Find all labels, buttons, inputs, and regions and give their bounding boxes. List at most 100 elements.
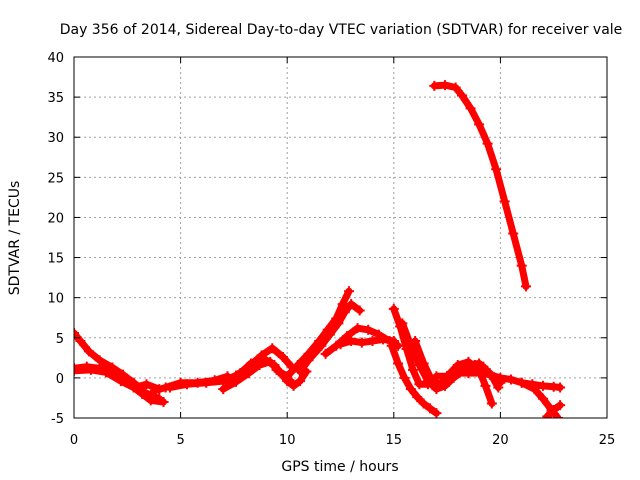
data-point-marker — [141, 379, 152, 390]
data-series-s16 — [442, 356, 497, 409]
y-tick-label: 25 — [47, 171, 64, 186]
data-point-marker — [324, 329, 335, 340]
data-point-marker — [303, 355, 314, 366]
data-point-marker — [363, 324, 374, 335]
data-point-marker — [316, 340, 327, 351]
plot-frame — [73, 56, 608, 419]
data-point-marker — [218, 384, 229, 395]
data-point-marker — [337, 299, 348, 310]
data-point-marker — [294, 366, 305, 377]
data-point-marker — [333, 318, 344, 329]
data-point-marker — [335, 339, 346, 350]
x-tick-label: 0 — [70, 433, 78, 448]
data-series-s18 — [542, 400, 566, 418]
data-point-marker — [538, 393, 549, 404]
series-layer — [74, 80, 566, 418]
data-point-marker — [482, 138, 493, 149]
data-point-marker — [418, 398, 429, 409]
data-series-s19 — [429, 80, 531, 292]
data-point-marker — [137, 388, 148, 399]
y-tick-label: 10 — [47, 292, 64, 307]
data-point-marker — [145, 395, 156, 406]
data-point-marker — [520, 281, 531, 292]
data-point-marker — [75, 335, 86, 346]
series-track — [296, 300, 364, 375]
x-tick-label: 5 — [176, 433, 184, 448]
data-point-marker — [267, 343, 278, 354]
data-point-marker — [158, 396, 169, 407]
data-point-marker — [425, 403, 436, 414]
data-point-marker — [74, 327, 79, 338]
data-point-marker — [529, 384, 540, 395]
data-point-marker — [344, 286, 355, 297]
data-point-marker — [499, 196, 510, 207]
data-series-s11 — [335, 334, 399, 350]
data-point-marker — [74, 365, 79, 376]
data-point-marker — [439, 80, 450, 91]
y-tick-label: 30 — [47, 131, 64, 146]
data-point-marker — [356, 337, 367, 348]
y-tick-label: 35 — [47, 91, 64, 106]
data-point-marker — [100, 367, 111, 378]
y-tick-label: 15 — [47, 252, 64, 267]
x-tick-label: 20 — [492, 433, 509, 448]
data-point-marker — [231, 376, 242, 387]
data-point-marker — [429, 80, 440, 91]
data-point-marker — [346, 335, 357, 346]
x-axis-label: GPS time / hours — [281, 459, 398, 475]
chart-title: Day 356 of 2014, Sidereal Day-to-day VTE… — [60, 22, 623, 38]
data-point-marker — [378, 334, 389, 345]
data-point-marker — [516, 377, 527, 388]
data-point-marker — [555, 400, 566, 411]
data-point-marker — [450, 82, 461, 93]
y-tick-label: 20 — [47, 211, 64, 226]
data-point-marker — [243, 368, 254, 379]
data-point-marker — [282, 371, 293, 382]
data-point-marker — [294, 376, 305, 387]
data-point-marker — [491, 164, 502, 175]
data-point-marker — [407, 364, 418, 375]
data-point-marker — [506, 374, 517, 385]
data-series-s3 — [74, 364, 165, 395]
data-point-marker — [508, 228, 519, 239]
data-point-marker — [495, 377, 506, 388]
data-point-marker — [397, 318, 408, 329]
data-point-marker — [201, 377, 212, 388]
data-point-marker — [288, 379, 299, 390]
y-tick-label: 5 — [56, 332, 64, 347]
x-tick-label: 10 — [279, 433, 296, 448]
data-point-marker — [484, 368, 495, 379]
data-point-marker — [245, 358, 256, 369]
data-point-marker — [393, 358, 404, 369]
data-point-marker — [150, 385, 161, 396]
data-point-marker — [277, 352, 288, 363]
data-point-marker — [431, 408, 442, 418]
y-tick-label: -5 — [51, 412, 64, 427]
data-point-marker — [86, 364, 97, 375]
data-point-marker — [271, 364, 282, 375]
y-tick-label: 0 — [56, 372, 64, 387]
x-tick-label: 15 — [386, 433, 403, 448]
data-point-marker — [442, 371, 453, 382]
data-point-marker — [405, 384, 416, 395]
data-point-marker — [265, 356, 276, 367]
data-point-marker — [474, 119, 485, 130]
data-point-marker — [457, 90, 468, 101]
data-point-marker — [164, 382, 175, 393]
data-point-marker — [83, 346, 94, 357]
data-point-marker — [367, 335, 378, 346]
data-point-marker — [552, 413, 563, 418]
series-track — [443, 358, 496, 408]
data-point-marker — [115, 376, 126, 387]
data-point-marker — [412, 392, 423, 403]
data-point-marker — [480, 380, 491, 391]
data-point-marker — [465, 103, 476, 114]
data-point-marker — [352, 323, 363, 334]
ticks: 0 5 10 15 20 25 -5 0 5 10 15 20 25 30 35 40 — [47, 51, 615, 448]
data-point-marker — [538, 380, 549, 391]
y-axis-label: SDTVAR / TECUs — [7, 181, 23, 296]
x-tick-label: 25 — [599, 433, 616, 448]
grid — [74, 57, 607, 418]
data-point-marker — [386, 340, 397, 351]
data-point-marker — [399, 372, 410, 383]
